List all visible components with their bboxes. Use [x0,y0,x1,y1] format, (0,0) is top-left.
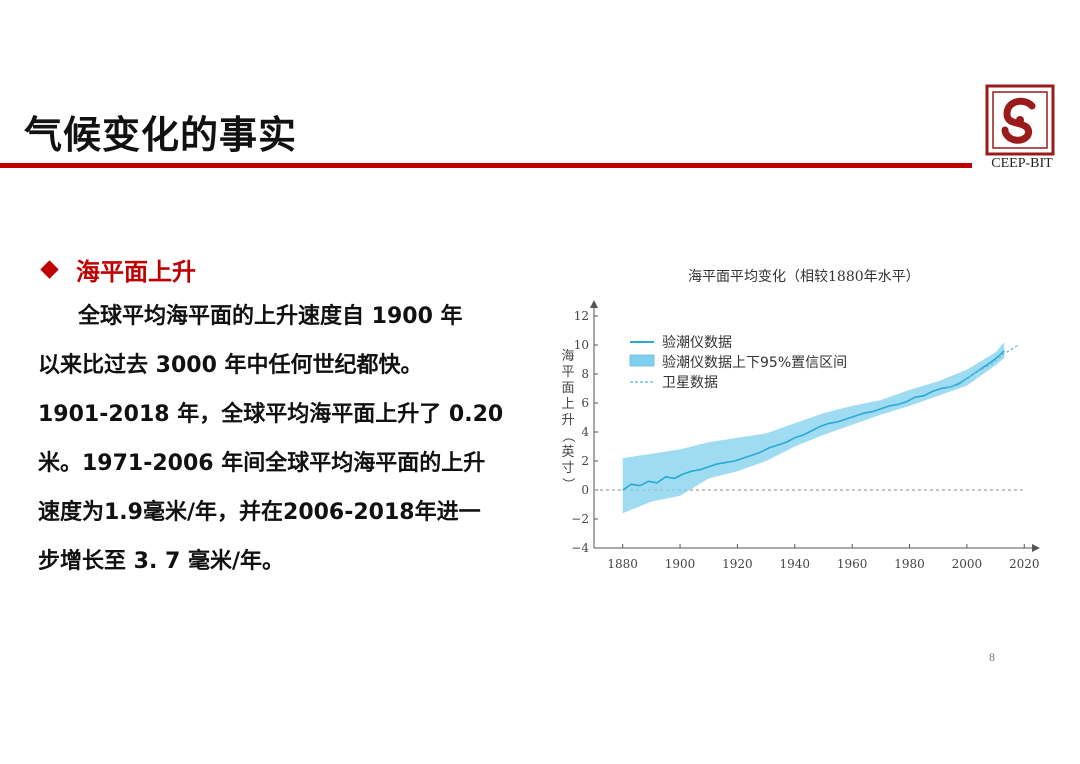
y-axis-label-char: 海 [561,349,574,364]
satellite-series-line [946,344,1019,390]
y-axis-label-char: 寸 [561,461,574,476]
bullet-label: 海平面上升 [76,258,196,286]
legend-swatch-confidence-band [629,354,655,367]
x-tick-label: 1880 [607,557,638,571]
x-axis-arrow-icon [1032,544,1040,552]
paragraph-line: 全球平均海平面的上升速度自 1900 年 [78,304,463,329]
y-tick-label: 6 [581,396,589,410]
y-tick-label: 10 [574,338,589,352]
legend-label-satellite: 卫星数据 [662,375,718,391]
y-tick-label: 2 [581,454,589,468]
ceep-bit-logo [985,84,1055,156]
x-tick-label: 2020 [1009,557,1040,571]
x-tick-label: 2000 [952,557,983,571]
sea-level-chart: −4 −2 0 2 4 6 8 10 12 1880 1900 1920 1940 1960 1980 200… [560,300,1040,571]
y-tick-label: 4 [581,425,589,439]
y-tick-label: 8 [581,367,589,381]
y-axis-label-char: 上 [561,397,574,412]
y-axis-label-char: 平 [561,365,574,380]
slide-title: 气候变化的事实 [24,113,298,157]
confidence-band-area [622,342,1005,514]
paragraph-line: 速度为1.9毫米/年，并在2006-2018年进一 [38,500,481,525]
chart-title: 海平面平均变化（相较1880年水平） [688,269,920,285]
diamond-bullet-icon [40,260,59,279]
logo-caption: CEEP-BIT [991,156,1053,171]
bullet-paragraph: 全球平均海平面的上升速度自 1900 年 以来比过去 3000 年中任何世纪都快… [38,292,548,586]
y-tick-label: 12 [574,309,589,323]
x-tick-label: 1920 [722,557,753,571]
y-axis-label-char: 升 [561,413,574,428]
y-axis-label-char: ） [560,477,575,490]
y-tick-label: −2 [571,512,589,526]
x-tick-label: 1960 [837,557,868,571]
bullet-heading: 海平面上升 [40,252,196,287]
y-tick-label: −4 [571,541,589,555]
legend-label-confidence-band: 验潮仪数据上下95%置信区间 [662,355,847,371]
page-number: 8 [989,650,995,664]
legend-label-tide-gauge: 验潮仪数据 [662,335,732,351]
y-axis-label-char: 英 [561,445,574,460]
y-axis-arrow-icon [590,300,598,308]
paragraph-line: 步增长至 3. 7 毫米/年。 [38,549,284,574]
x-tick-label: 1940 [780,557,811,571]
paragraph-line: 1901-2018 年，全球平均海平面上升了 0.20 [38,402,504,427]
y-axis-label-char: （ [560,429,575,442]
tide-gauge-series-line [622,350,1005,491]
y-tick-label: 0 [581,483,589,497]
paragraph-line: 米。1971-2006 年间全球平均海平面的上升 [38,451,486,476]
paragraph-line: 以来比过去 3000 年中任何世纪都快。 [38,353,423,378]
y-axis-label-char: 面 [561,381,574,396]
x-tick-label: 1980 [894,557,925,571]
title-divider [0,163,972,168]
x-tick-label: 1900 [665,557,696,571]
